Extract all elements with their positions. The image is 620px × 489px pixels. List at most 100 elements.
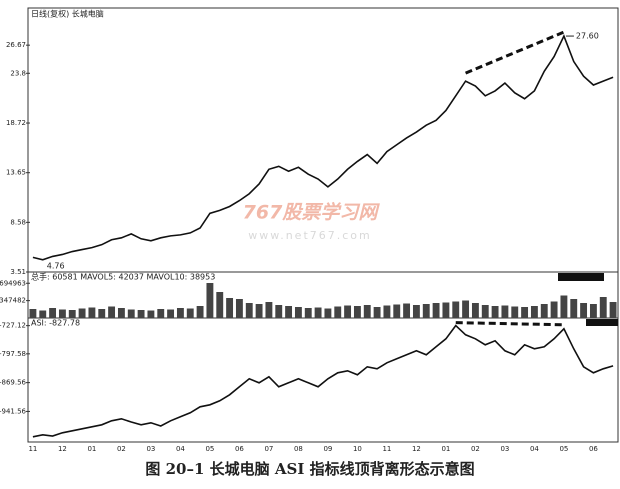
bar bbox=[521, 307, 529, 318]
bar bbox=[599, 297, 607, 318]
x-tick-label: 04 bbox=[176, 445, 185, 453]
x-tick-label: 11 bbox=[382, 445, 391, 453]
bar bbox=[452, 301, 460, 318]
bar bbox=[226, 298, 234, 318]
bar bbox=[580, 303, 588, 318]
bar bbox=[176, 308, 184, 318]
y-tick-label: -869.56 bbox=[0, 379, 27, 387]
watermark-url: www.net767.com bbox=[248, 229, 372, 242]
bar bbox=[550, 301, 558, 318]
x-tick-label: 01 bbox=[441, 445, 450, 453]
x-tick-label: 05 bbox=[205, 445, 214, 453]
price-title: 日线(复权) 长城电脑 bbox=[31, 9, 104, 19]
x-tick-label: 06 bbox=[235, 445, 244, 453]
volume-header-block bbox=[558, 273, 604, 281]
x-tick-label: 09 bbox=[323, 445, 332, 453]
bar bbox=[78, 308, 86, 318]
x-tick-label: 07 bbox=[264, 445, 273, 453]
divergence-line bbox=[465, 30, 565, 75]
bar bbox=[609, 302, 617, 318]
bar bbox=[108, 306, 116, 318]
bar bbox=[471, 303, 479, 318]
bar bbox=[422, 304, 430, 318]
bar bbox=[294, 307, 302, 318]
x-tick-label: 02 bbox=[471, 445, 480, 453]
bar bbox=[137, 310, 145, 318]
bar bbox=[167, 309, 175, 318]
bar bbox=[68, 310, 76, 318]
y-tick-label: 3.51 bbox=[10, 268, 26, 276]
x-tick-label: 03 bbox=[500, 445, 509, 453]
annotation: 27.60 bbox=[576, 32, 599, 41]
bar bbox=[186, 308, 194, 318]
y-tick-label: 694963 bbox=[0, 279, 26, 287]
bar bbox=[501, 305, 509, 318]
bar bbox=[58, 309, 66, 318]
bar bbox=[393, 304, 401, 318]
bar bbox=[127, 309, 135, 318]
bar bbox=[462, 300, 470, 318]
annotation: 4.76 bbox=[47, 261, 65, 270]
bar bbox=[570, 299, 578, 318]
x-tick-label: 12 bbox=[58, 445, 67, 453]
x-tick-label: 03 bbox=[146, 445, 155, 453]
y-tick-label: -941.56 bbox=[0, 407, 27, 415]
bar bbox=[383, 305, 391, 318]
bar bbox=[49, 308, 57, 318]
x-tick-label: 12 bbox=[412, 445, 421, 453]
bar bbox=[363, 305, 371, 318]
bar bbox=[403, 303, 411, 318]
y-tick-label: 8.58 bbox=[10, 218, 26, 226]
bar bbox=[491, 306, 499, 318]
y-tick-label: -727.12 bbox=[0, 322, 26, 330]
y-tick-label: -797.58 bbox=[0, 350, 26, 358]
bar bbox=[530, 306, 538, 318]
bar bbox=[147, 310, 155, 318]
watermark-title: 767股票学习网 bbox=[243, 202, 381, 224]
y-tick-label: 26.67 bbox=[6, 41, 26, 49]
bar bbox=[88, 307, 96, 318]
x-tick-label: 04 bbox=[530, 445, 539, 453]
bar bbox=[344, 305, 352, 318]
asi-title: ASI: -827.78 bbox=[31, 319, 80, 328]
bar bbox=[353, 306, 361, 318]
x-tick-label: 11 bbox=[28, 445, 37, 453]
x-tick-label: 10 bbox=[353, 445, 362, 453]
caption: 图 20–1 长城电脑 ASI 指标线顶背离形态示意图 bbox=[145, 460, 474, 478]
asi-header-block bbox=[586, 319, 618, 326]
bar bbox=[560, 295, 568, 318]
y-tick-label: 13.65 bbox=[6, 169, 26, 177]
bar bbox=[540, 304, 548, 318]
x-tick-label: 06 bbox=[589, 445, 598, 453]
bar bbox=[98, 309, 106, 318]
bar bbox=[196, 306, 204, 318]
bar bbox=[589, 304, 597, 318]
bar bbox=[314, 307, 322, 318]
bar bbox=[206, 283, 214, 318]
bar bbox=[265, 302, 273, 318]
bar bbox=[117, 308, 125, 318]
bar bbox=[412, 305, 420, 318]
bar bbox=[481, 305, 489, 318]
bar bbox=[235, 299, 243, 318]
bar bbox=[157, 309, 165, 318]
x-tick-label: 08 bbox=[294, 445, 303, 453]
line bbox=[32, 324, 614, 438]
bar bbox=[285, 306, 293, 318]
y-tick-label: 18.72 bbox=[6, 119, 26, 127]
bar bbox=[373, 307, 381, 318]
y-tick-label: 23.8 bbox=[10, 69, 26, 77]
bar bbox=[324, 308, 332, 318]
x-tick-label: 02 bbox=[117, 445, 126, 453]
bar bbox=[275, 305, 283, 318]
bar bbox=[216, 292, 224, 318]
asi-frame bbox=[27, 317, 619, 443]
bar bbox=[304, 308, 312, 318]
bar bbox=[255, 304, 263, 318]
x-tick-label: 05 bbox=[559, 445, 568, 453]
bar bbox=[245, 303, 253, 318]
bar bbox=[334, 306, 342, 318]
x-tick-label: 01 bbox=[87, 445, 96, 453]
